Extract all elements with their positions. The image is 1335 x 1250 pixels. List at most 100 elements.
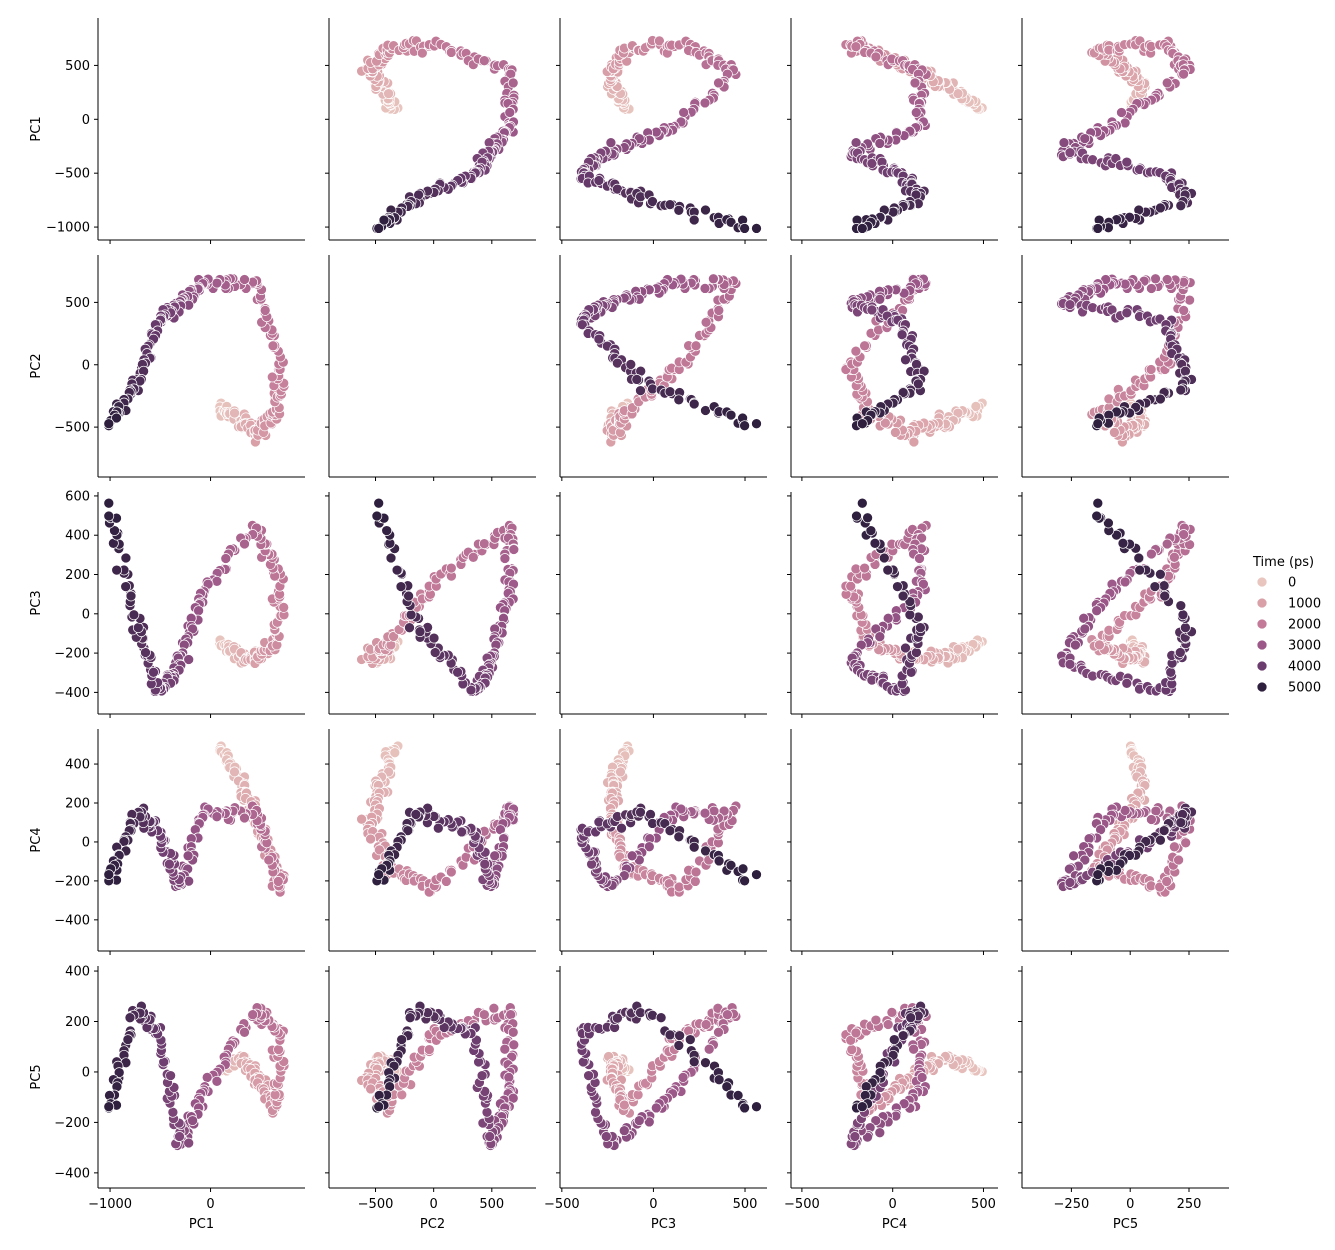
scatter-point <box>678 107 690 118</box>
y-tick-label: 0 <box>82 607 90 622</box>
panel-PC1-vs-PC3 <box>556 18 767 244</box>
panel-PC4-vs-PC3 <box>556 729 767 955</box>
scatter-point <box>396 1089 408 1101</box>
scatter-point <box>273 1044 284 1055</box>
scatter-point <box>371 510 383 522</box>
scatter-point <box>856 418 868 430</box>
panel-PC4-vs-PC5 <box>1018 729 1229 955</box>
x-tick-label: 0 <box>649 1197 657 1212</box>
scatter-point <box>499 553 511 564</box>
scatter-point <box>952 88 964 99</box>
scatter-point <box>635 385 646 396</box>
scatter-point <box>1116 107 1127 118</box>
scatter-point <box>869 537 881 549</box>
scatter-point <box>484 1131 496 1142</box>
y-tick-label: −500 <box>54 421 90 436</box>
panel-PC2-vs-PC5 <box>1018 255 1229 481</box>
scatter-point <box>423 1044 435 1055</box>
scatter-point <box>391 564 403 576</box>
x-axis-label: PC3 <box>651 1217 676 1232</box>
scatter-point <box>725 409 737 421</box>
scatter-point <box>1180 365 1191 377</box>
scatter-point <box>1146 548 1157 560</box>
y-tick-label: −200 <box>54 647 90 662</box>
scatter-point <box>1175 817 1187 828</box>
panel-PC1-vs-PC5 <box>1018 18 1229 244</box>
scatter-point <box>432 822 444 834</box>
scatter-point <box>1169 841 1180 853</box>
y-tick-label: 200 <box>65 1015 90 1030</box>
scatter-point <box>751 223 762 234</box>
scatter-point <box>165 1070 176 1081</box>
scatter-point <box>148 666 159 678</box>
scatter-point <box>1146 283 1157 294</box>
scatter-point <box>1178 305 1190 316</box>
panel-PC3-vs-PC2 <box>325 492 536 718</box>
scatter-point <box>713 855 725 867</box>
scatter-point <box>445 866 457 878</box>
scatter-point <box>164 858 175 870</box>
scatter-point <box>445 47 457 58</box>
scatter-point <box>167 1106 179 1118</box>
scatter-point <box>479 858 491 870</box>
scatter-point <box>1177 609 1189 621</box>
y-tick-label: −500 <box>54 167 90 182</box>
panel-PC2-vs-PC2 <box>325 255 536 481</box>
scatter-point <box>647 196 658 207</box>
scatter-point <box>1173 854 1184 866</box>
x-tick-label: −1000 <box>88 1197 132 1212</box>
scatter-point <box>850 41 862 53</box>
scatter-point <box>1184 294 1195 306</box>
scatter-point <box>1174 647 1186 658</box>
scatter-point <box>690 340 702 352</box>
y-tick-label: −200 <box>54 874 90 889</box>
y-tick-label: 400 <box>65 758 90 773</box>
y-tick-label: 200 <box>65 797 90 812</box>
scatter-point <box>645 809 656 820</box>
scatter-point <box>739 223 750 234</box>
scatter-point <box>396 1034 408 1045</box>
scatter-point <box>605 137 617 149</box>
scatter-point <box>1079 133 1091 144</box>
y-axis-label: PC5 <box>29 1064 44 1089</box>
scatter-point <box>699 807 711 819</box>
scatter-point <box>1070 639 1081 651</box>
scatter-point <box>688 214 700 226</box>
scatter-point <box>1155 393 1166 405</box>
scatter-point <box>373 497 385 509</box>
scatter-point <box>700 204 711 216</box>
scatter-point <box>183 1137 195 1149</box>
scatter-point <box>626 850 638 862</box>
scatter-point <box>1121 307 1133 319</box>
scatter-point <box>905 666 917 678</box>
scatter-point <box>688 398 700 410</box>
scatter-point <box>751 869 762 880</box>
scatter-point <box>1159 590 1171 602</box>
scatter-point <box>1169 551 1180 563</box>
scatter-point <box>187 1115 198 1126</box>
scatter-point <box>689 876 701 887</box>
scatter-point <box>1158 580 1170 592</box>
scatter-point <box>174 1131 185 1142</box>
scatter-point <box>507 77 519 89</box>
panel-PC3-vs-PC3 <box>556 492 767 718</box>
scatter-point <box>699 97 711 109</box>
scatter-point <box>616 822 627 834</box>
scatter-point <box>383 88 394 99</box>
scatter-point <box>615 766 626 778</box>
scatter-point <box>1091 605 1103 617</box>
scatter-point <box>1064 658 1076 670</box>
scatter-point <box>708 273 719 285</box>
scatter-point <box>1121 677 1133 689</box>
scatter-point <box>1079 623 1091 635</box>
scatter-point <box>405 609 417 621</box>
scatter-point <box>859 340 870 352</box>
scatter-point <box>725 216 737 228</box>
scatter-point <box>1175 600 1187 611</box>
scatter-point <box>1150 273 1161 285</box>
scatter-point <box>404 622 415 634</box>
